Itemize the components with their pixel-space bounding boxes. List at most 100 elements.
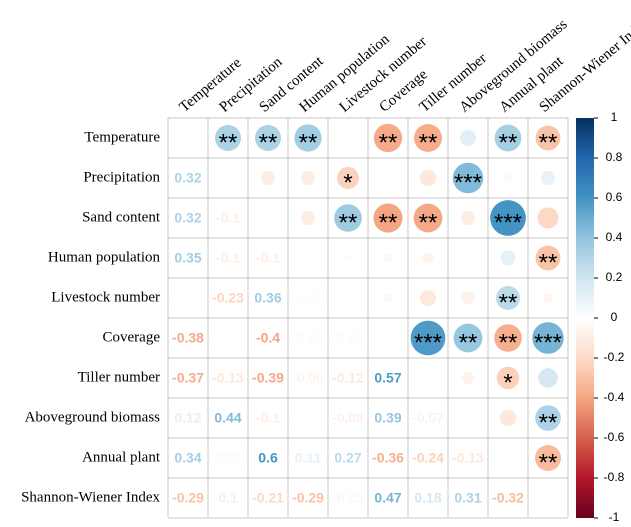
significance-stars: ** bbox=[539, 449, 558, 476]
correlation-label: 0.32 bbox=[174, 210, 201, 226]
correlation-label: -0.1 bbox=[216, 210, 240, 226]
correlation-circle bbox=[414, 124, 442, 152]
correlation-circle bbox=[496, 286, 520, 310]
significance-stars: ** bbox=[419, 129, 438, 156]
correlation-label: 0.02 bbox=[294, 290, 321, 306]
correlation-label: 0.34 bbox=[174, 450, 201, 466]
row-label: Shannon-Wiener Index bbox=[21, 489, 160, 505]
correlation-circle bbox=[532, 322, 564, 354]
correlation-circle bbox=[535, 405, 561, 431]
correlation-circle bbox=[385, 175, 391, 181]
correlation-circle bbox=[535, 125, 561, 151]
correlation-circle bbox=[300, 170, 316, 186]
colorbar-tick-label: -1 bbox=[609, 510, 620, 524]
correlation-label: -0.12 bbox=[332, 370, 364, 386]
correlation-label: -0.13 bbox=[452, 450, 484, 466]
correlation-circle bbox=[294, 124, 322, 152]
correlation-circle bbox=[538, 368, 558, 388]
correlation-label: -0.36 bbox=[372, 450, 404, 466]
column-label: Tiller number bbox=[416, 50, 489, 115]
correlation-label: -0.13 bbox=[212, 370, 244, 386]
correlation-circle bbox=[540, 170, 556, 186]
correlation-label: -0.1 bbox=[216, 250, 240, 266]
significance-stars: *** bbox=[414, 329, 442, 356]
significance-stars: ** bbox=[539, 249, 558, 276]
correlation-circle bbox=[494, 324, 522, 352]
row-label: Aboveground biomass bbox=[25, 409, 161, 425]
correlation-circle bbox=[499, 409, 517, 427]
row-label: Annual plant bbox=[82, 449, 161, 465]
correlation-label: -0.38 bbox=[172, 330, 204, 346]
significance-stars: ** bbox=[219, 129, 238, 156]
significance-stars: *** bbox=[454, 169, 482, 196]
row-label: Livestock number bbox=[51, 289, 160, 305]
correlation-label: 0.57 bbox=[374, 370, 401, 386]
correlation-label: -0.29 bbox=[172, 490, 204, 506]
correlation-label: -0.32 bbox=[492, 490, 524, 506]
correlation-circle bbox=[410, 320, 446, 356]
correlation-circle bbox=[465, 255, 471, 261]
correlation-label: -0.07 bbox=[412, 410, 444, 426]
correlation-label: -0.24 bbox=[412, 450, 444, 466]
correlation-label: -0.04 bbox=[292, 330, 324, 346]
correlation-circle bbox=[373, 123, 403, 153]
correlation-label: -0.1 bbox=[256, 250, 280, 266]
significance-stars: ** bbox=[539, 129, 558, 156]
significance-stars: ** bbox=[499, 129, 518, 156]
correlation-circle bbox=[373, 203, 403, 233]
correlation-circle bbox=[460, 130, 476, 146]
correlation-label: -0.39 bbox=[252, 370, 284, 386]
significance-stars: ** bbox=[499, 289, 518, 316]
correlation-label: 0.01 bbox=[174, 290, 201, 306]
correlation-circle bbox=[344, 254, 352, 262]
significance-stars: ** bbox=[499, 329, 518, 356]
significance-stars: *** bbox=[494, 209, 522, 236]
correlation-label: -0.05 bbox=[332, 490, 364, 506]
significance-stars: * bbox=[503, 369, 512, 396]
correlation-label: -0.29 bbox=[292, 490, 324, 506]
correlation-label: 0.12 bbox=[174, 410, 201, 426]
correlation-label: 0.39 bbox=[374, 410, 401, 426]
correlation-label: 0.01 bbox=[214, 330, 241, 346]
correlation-circle bbox=[542, 292, 554, 304]
correlation-circle bbox=[504, 174, 512, 182]
correlation-label: -0.04 bbox=[332, 330, 364, 346]
correlation-label: -0.4 bbox=[256, 330, 280, 346]
correlation-label: -0.23 bbox=[212, 290, 244, 306]
correlation-circle bbox=[461, 371, 475, 385]
correlation-label: 0.11 bbox=[295, 450, 322, 466]
colorbar-tick-label: 0.4 bbox=[606, 230, 623, 244]
significance-stars: ** bbox=[459, 329, 478, 356]
correlation-label: -0.37 bbox=[172, 370, 204, 386]
correlation-circle bbox=[490, 200, 526, 236]
colorbar-tick-label: 0.2 bbox=[606, 270, 623, 284]
row-label: Precipitation bbox=[83, 169, 160, 185]
correlation-circle bbox=[537, 207, 559, 229]
correlation-circle bbox=[336, 166, 360, 190]
correlation-circle bbox=[413, 203, 443, 233]
correlation-circle bbox=[534, 444, 562, 472]
correlation-circle bbox=[420, 290, 436, 306]
correlation-circle bbox=[254, 124, 282, 152]
correlation-circle bbox=[461, 291, 475, 305]
correlation-label: -0.06 bbox=[292, 370, 324, 386]
significance-stars: ** bbox=[539, 409, 558, 436]
correlation-circle bbox=[460, 210, 476, 226]
correlation-label: 0.32 bbox=[174, 170, 201, 186]
correlation-circle bbox=[422, 252, 434, 264]
row-label: Human population bbox=[48, 249, 161, 265]
correlation-circle bbox=[214, 124, 242, 152]
colorbar-tick-label: -0.4 bbox=[604, 390, 625, 404]
significance-stars: ** bbox=[419, 209, 438, 236]
colorbar-tick-label: 0 bbox=[611, 310, 618, 324]
correlation-circle bbox=[260, 170, 276, 186]
correlation-label: -0.08 bbox=[332, 410, 364, 426]
colorbar-tick-label: 0.6 bbox=[606, 190, 623, 204]
colorbar-tick-label: -0.2 bbox=[604, 350, 625, 364]
correlation-label: -0.21 bbox=[252, 490, 284, 506]
significance-stars: *** bbox=[534, 329, 562, 356]
correlation-circle bbox=[383, 253, 393, 263]
correlation-label: 0.44 bbox=[214, 410, 241, 426]
correlation-label: 0.1 bbox=[218, 490, 238, 506]
